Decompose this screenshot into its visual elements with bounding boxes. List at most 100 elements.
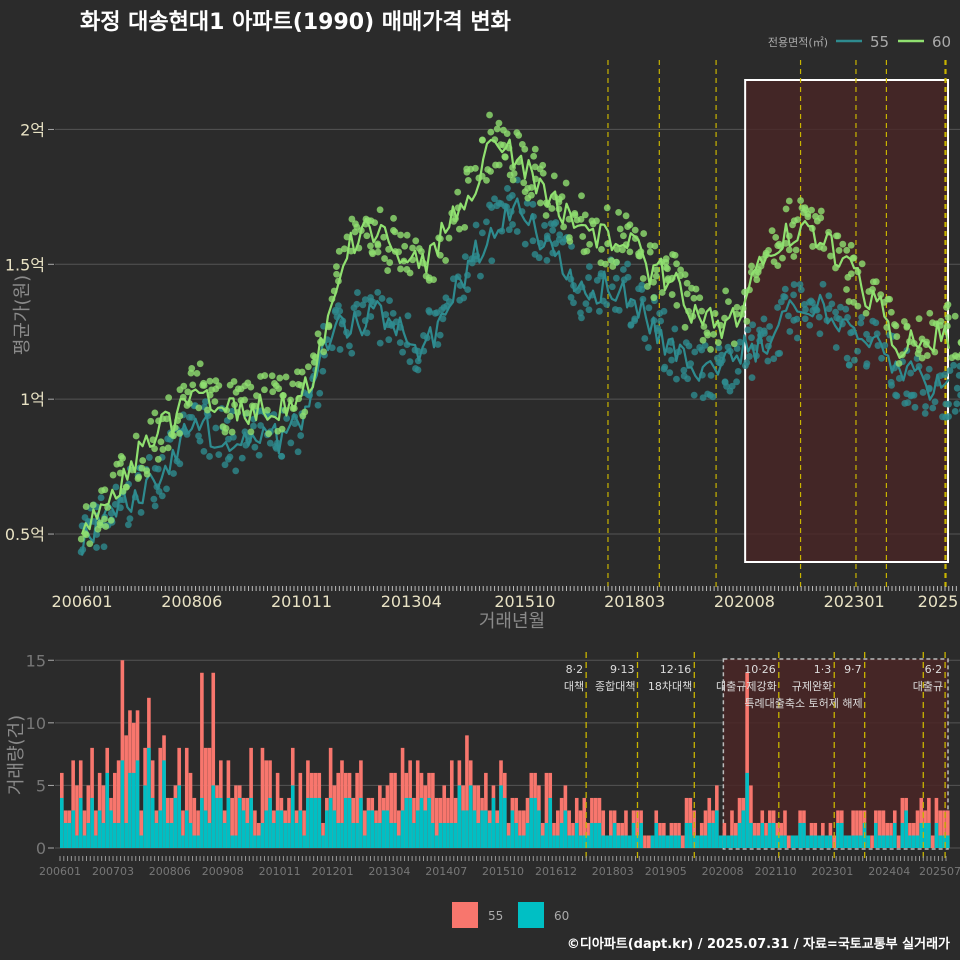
volume-bar-55 — [646, 835, 651, 848]
scatter-point-55 — [328, 344, 336, 352]
volume-bar-60 — [86, 822, 91, 848]
scatter-point-55 — [801, 301, 808, 308]
volume-bar-60 — [419, 797, 424, 848]
volume-bar-55 — [340, 760, 344, 848]
scatter-point-55 — [436, 331, 444, 339]
volume-bar-60 — [927, 822, 931, 848]
y-axis-label: 평균가(원) — [12, 275, 33, 355]
scatter-point-55 — [100, 543, 108, 551]
volume-bar-60 — [938, 835, 943, 848]
scatter-point-60 — [809, 243, 816, 250]
volume-bar-60 — [442, 822, 447, 848]
scatter-point-55 — [124, 521, 132, 529]
scatter-point-60 — [692, 285, 700, 293]
scatter-point-55 — [529, 237, 537, 245]
volume-bar-60 — [472, 810, 477, 848]
scatter-point-60 — [622, 212, 630, 220]
scatter-point-55 — [612, 274, 620, 282]
scatter-point-60 — [915, 315, 923, 323]
scatter-point-60 — [626, 221, 634, 229]
scatter-point-55 — [837, 303, 844, 311]
scatter-point-55 — [745, 353, 753, 360]
volume-bar-60 — [154, 822, 159, 848]
scatter-point-55 — [486, 201, 493, 209]
scatter-point-55 — [483, 218, 490, 226]
volume-bar-60 — [923, 822, 927, 848]
volume-bar-60 — [431, 822, 435, 848]
scatter-point-55 — [224, 455, 232, 463]
volume-bar-55 — [396, 810, 401, 848]
scatter-point-60 — [772, 233, 780, 241]
volume-bar-60 — [775, 835, 780, 848]
event-label: 18차대책 — [648, 680, 692, 693]
scatter-point-60 — [243, 409, 251, 417]
scatter-point-60 — [768, 227, 776, 235]
volume-bar-60 — [143, 785, 147, 848]
volume-bar-60 — [207, 822, 212, 848]
volume-bar-60 — [711, 822, 715, 848]
scatter-point-60 — [613, 258, 620, 266]
scatter-point-60 — [748, 262, 755, 270]
scatter-point-60 — [390, 214, 397, 222]
event-label: 규제완화 — [792, 680, 832, 693]
volume-bar-60 — [790, 835, 795, 848]
scatter-point-55 — [776, 349, 784, 357]
volume-bar-55 — [896, 835, 901, 848]
scatter-point-60 — [261, 372, 269, 379]
scatter-point-60 — [827, 252, 834, 260]
volume-bar-55 — [393, 772, 397, 848]
scatter-point-55 — [832, 308, 839, 316]
volume-bar-60 — [290, 785, 295, 848]
volume-bar-55 — [730, 810, 734, 848]
scatter-point-55 — [478, 229, 486, 237]
volume-bar-60 — [188, 822, 193, 848]
scatter-point-55 — [957, 391, 960, 399]
volume-bar-60 — [196, 835, 200, 848]
volume-bar-60 — [881, 835, 886, 848]
scatter-point-60 — [895, 360, 903, 367]
volume-bar-55 — [139, 810, 144, 848]
volume-bar-60 — [578, 835, 583, 848]
scatter-point-55 — [904, 399, 912, 407]
volume-bar-60 — [537, 810, 541, 848]
scatter-point-55 — [624, 260, 631, 268]
volume-bar-60 — [662, 835, 666, 848]
scatter-point-55 — [781, 285, 789, 293]
volume-bar-60 — [476, 822, 481, 848]
legend-title: 전용면적(㎡) — [768, 36, 828, 49]
scatter-point-60 — [548, 205, 556, 212]
scatter-point-55 — [361, 296, 369, 304]
volume-bar-60 — [393, 822, 397, 848]
footer-credit: ©디아파트(dapt.kr) / 2025.07.31 / 자료=국토교통부 실… — [567, 936, 950, 952]
scatter-point-60 — [102, 523, 110, 530]
volume-bar-60 — [877, 835, 882, 848]
volume-bar-60 — [934, 822, 939, 848]
scatter-point-60 — [487, 168, 494, 175]
volume-bar-55 — [915, 810, 920, 848]
volume-bar-60 — [158, 810, 163, 848]
scatter-point-55 — [661, 363, 669, 371]
volume-bar-60 — [484, 810, 488, 848]
volume-bar-60 — [67, 822, 72, 848]
volume-bar-60 — [843, 835, 848, 848]
scatter-point-60 — [603, 204, 611, 212]
volume-bar-55 — [703, 810, 708, 848]
scatter-point-60 — [951, 312, 959, 320]
scatter-point-55 — [145, 454, 153, 461]
x-tick-label: 200806 — [161, 592, 222, 611]
scatter-point-55 — [956, 362, 960, 370]
scatter-point-60 — [241, 396, 249, 404]
scatter-point-55 — [232, 467, 240, 475]
volume-bar-60 — [124, 822, 128, 848]
volume-bar-55 — [858, 810, 863, 848]
x-tick-label: 200601 — [51, 592, 112, 611]
scatter-point-60 — [96, 519, 104, 527]
scatter-point-55 — [386, 297, 393, 305]
scatter-point-60 — [304, 363, 312, 371]
volume-bar-55 — [635, 810, 640, 848]
volume-bar-60 — [552, 835, 556, 848]
scatter-point-60 — [335, 247, 343, 255]
volume-bar-60 — [556, 835, 560, 848]
volume-x-tick-label: 200703 — [92, 865, 134, 878]
scatter-point-60 — [690, 294, 698, 302]
